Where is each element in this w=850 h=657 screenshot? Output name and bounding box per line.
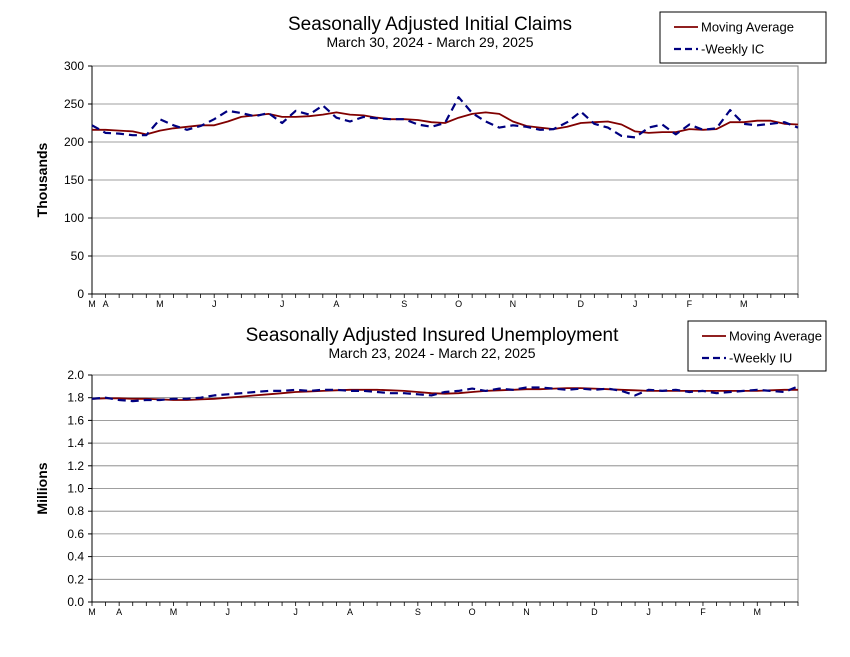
legend-label: Moving Average bbox=[701, 20, 794, 35]
x-month-label: A bbox=[103, 299, 109, 309]
x-month-label: J bbox=[226, 607, 231, 617]
series-moving-average-line bbox=[91, 387, 798, 401]
x-month-label: S bbox=[415, 607, 421, 617]
legend: Moving Average -Weekly IC bbox=[659, 11, 827, 64]
y-axis-label: Thousands bbox=[34, 142, 50, 217]
y-tick-label: 200 bbox=[64, 135, 84, 149]
y-tick-label: 1.4 bbox=[67, 436, 84, 450]
y-tick-label: 50 bbox=[71, 249, 85, 263]
chart-1: Seasonally Adjusted Initial ClaimsMarch … bbox=[34, 11, 827, 309]
chart-subtitle: March 30, 2024 - March 29, 2025 bbox=[326, 34, 533, 50]
y-tick-label: 0.6 bbox=[67, 527, 84, 541]
y-tick-label: 0 bbox=[77, 287, 84, 301]
y-axis-label: Millions bbox=[34, 462, 50, 514]
y-tick-label: 150 bbox=[64, 173, 84, 187]
x-month-label: M bbox=[88, 299, 96, 309]
chart-title: Seasonally Adjusted Insured Unemployment bbox=[246, 325, 620, 346]
y-tick-label: 0.8 bbox=[67, 504, 84, 518]
x-month-label: A bbox=[116, 607, 122, 617]
legend-box bbox=[687, 320, 827, 372]
x-month-label: J bbox=[633, 299, 638, 309]
x-month-label: M bbox=[88, 607, 96, 617]
x-month-label: F bbox=[700, 607, 706, 617]
x-month-label: D bbox=[578, 299, 585, 309]
legend-label: -Weekly IC bbox=[701, 42, 764, 57]
x-month-label: D bbox=[591, 607, 598, 617]
legend-box bbox=[659, 11, 827, 64]
x-month-label: A bbox=[347, 607, 353, 617]
x-month-label: F bbox=[687, 299, 693, 309]
chart-2: Seasonally Adjusted Insured Unemployment… bbox=[34, 320, 827, 617]
chart-subtitle: March 23, 2024 - March 22, 2025 bbox=[328, 345, 535, 361]
y-tick-label: 0.2 bbox=[67, 572, 84, 586]
y-tick-label: 100 bbox=[64, 211, 84, 225]
y-tick-label: 250 bbox=[64, 97, 84, 111]
y-tick-label: 1.6 bbox=[67, 413, 84, 427]
y-tick-label: 1.2 bbox=[67, 459, 84, 473]
series-weekly-line bbox=[91, 385, 799, 403]
y-tick-label: 1.8 bbox=[67, 391, 84, 405]
y-tick-label: 300 bbox=[64, 59, 84, 73]
x-month-label: J bbox=[212, 299, 217, 309]
legend-label: -Weekly IU bbox=[729, 351, 792, 366]
x-month-label: N bbox=[510, 299, 517, 309]
x-month-label: J bbox=[646, 607, 651, 617]
x-month-label: M bbox=[156, 299, 164, 309]
x-month-label: M bbox=[754, 607, 762, 617]
y-tick-label: 0.4 bbox=[67, 550, 84, 564]
series-moving-average-line bbox=[92, 111, 799, 136]
legend: Moving Average -Weekly IU bbox=[687, 320, 827, 372]
x-month-label: J bbox=[293, 607, 298, 617]
x-month-label: N bbox=[523, 607, 530, 617]
x-month-label: M bbox=[740, 299, 748, 309]
y-tick-label: 1.0 bbox=[67, 482, 84, 496]
legend-label: Moving Average bbox=[729, 329, 822, 344]
y-tick-label: 0.0 bbox=[67, 595, 84, 609]
x-month-label: O bbox=[469, 607, 476, 617]
series-weekly-line bbox=[91, 96, 799, 139]
x-month-label: S bbox=[401, 299, 407, 309]
x-month-label: J bbox=[280, 299, 285, 309]
x-month-label: O bbox=[455, 299, 462, 309]
y-tick-label: 2.0 bbox=[67, 368, 84, 382]
chart-title: Seasonally Adjusted Initial Claims bbox=[288, 14, 572, 35]
x-month-label: M bbox=[170, 607, 178, 617]
x-month-label: A bbox=[333, 299, 339, 309]
